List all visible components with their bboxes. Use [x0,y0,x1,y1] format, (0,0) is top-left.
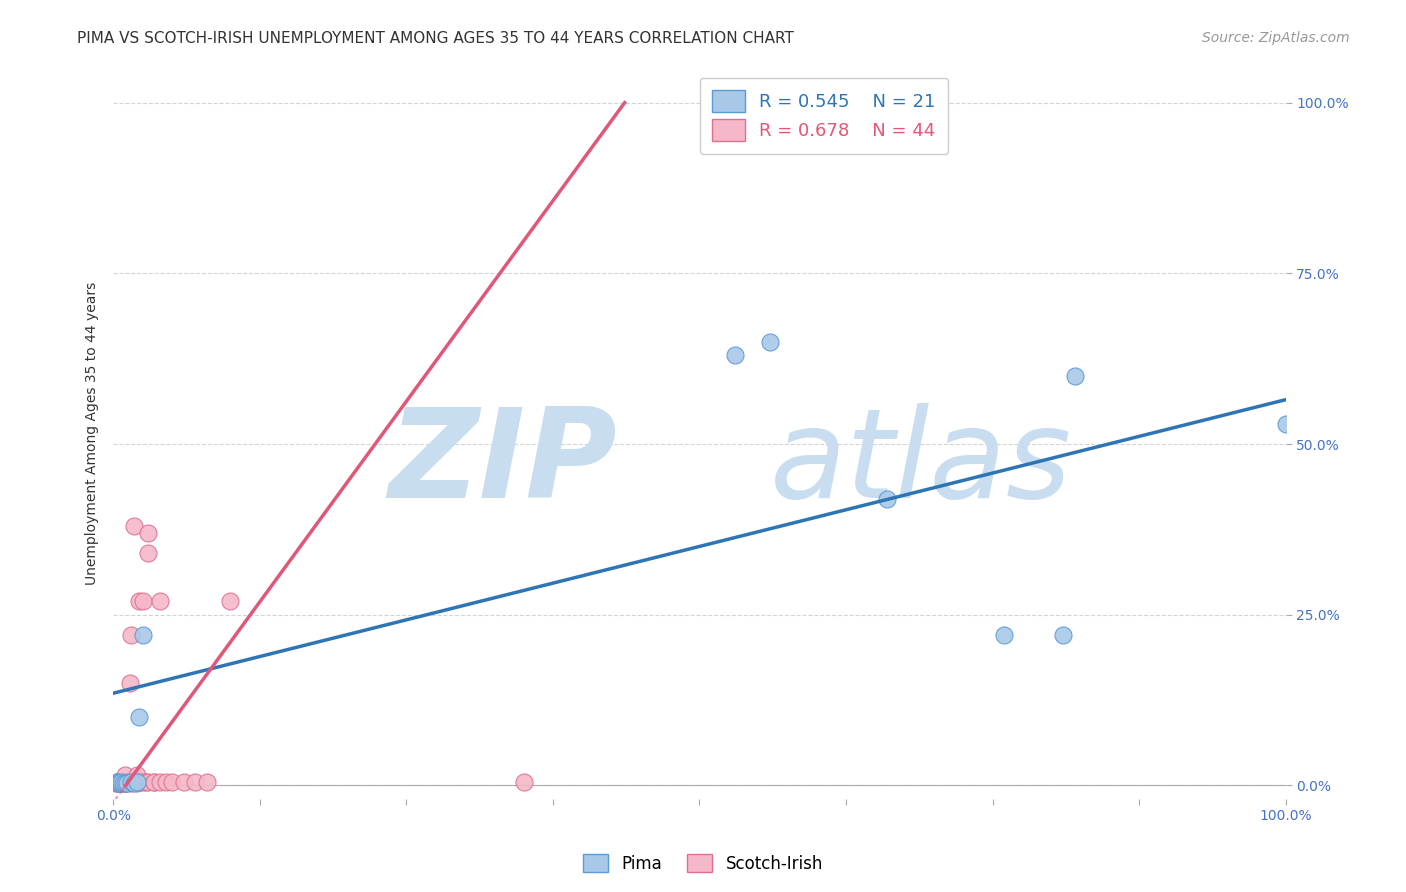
Point [110,776,132,790]
Point [120,775,142,789]
Text: atlas: atlas [770,402,1071,524]
Point [195,775,218,789]
Point [120,775,142,789]
Point [759,334,782,349]
Point [111,776,134,790]
Point [1274,417,1296,431]
Point [110,776,132,790]
Point [138,546,160,560]
Point [876,491,898,506]
Point [124,776,146,790]
Text: ZIP: ZIP [388,402,617,524]
Point [108,776,131,790]
Point [114,776,136,790]
Point [107,776,129,790]
Point [105,775,128,789]
Point [107,776,129,790]
Point [149,775,172,789]
Point [110,776,132,790]
Point [125,775,148,789]
Point [110,775,132,789]
Point [118,676,141,690]
Point [114,775,136,789]
Point [125,768,148,782]
Point [114,776,136,790]
Point [114,768,136,782]
Point [104,776,127,790]
Point [993,628,1015,642]
Point [111,776,134,790]
Point [120,776,142,790]
Point [138,775,160,789]
Point [105,775,128,789]
Point [138,525,160,540]
Point [125,775,148,789]
Text: PIMA VS SCOTCH-IRISH UNEMPLOYMENT AMONG AGES 35 TO 44 YEARS CORRELATION CHART: PIMA VS SCOTCH-IRISH UNEMPLOYMENT AMONG … [77,31,794,46]
Point [143,775,166,789]
Point [1063,368,1085,383]
Point [120,628,142,642]
Point [117,775,139,789]
Point [108,776,131,790]
Point [112,776,135,790]
Point [105,775,128,789]
Point [128,775,150,789]
Point [108,775,131,789]
Point [184,775,207,789]
Point [1052,628,1074,642]
Point [160,775,183,789]
Point [128,710,150,724]
Point [155,775,177,789]
Point [143,775,166,789]
Point [149,594,172,608]
Text: Source: ZipAtlas.com: Source: ZipAtlas.com [1202,31,1350,45]
Point [124,519,146,533]
Point [128,594,150,608]
Legend: Pima, Scotch-Irish: Pima, Scotch-Irish [576,847,830,880]
Point [117,776,139,790]
Point [724,348,747,362]
Point [117,776,139,790]
Point [512,775,534,789]
Point [131,628,153,642]
Point [131,775,153,789]
Y-axis label: Unemployment Among Ages 35 to 44 years: Unemployment Among Ages 35 to 44 years [86,282,100,585]
Point [125,776,148,790]
Point [131,594,153,608]
Point [173,775,195,789]
Point [105,776,128,790]
Point [111,775,134,789]
Legend: R = 0.545    N = 21, R = 0.678    N = 44: R = 0.545 N = 21, R = 0.678 N = 44 [700,78,949,154]
Point [135,775,157,789]
Point [219,594,242,608]
